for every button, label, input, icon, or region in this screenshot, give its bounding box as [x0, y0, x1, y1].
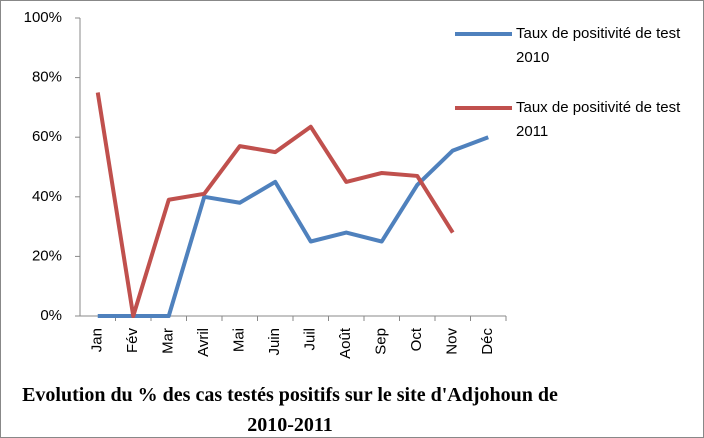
x-tick-label: Juil — [302, 328, 319, 351]
chart-title: Evolution du % des cas testés positifs s… — [22, 384, 558, 436]
x-tick-label: Mar — [160, 328, 177, 354]
x-tick-label: Nov — [444, 328, 461, 355]
x-tick-label: Avril — [195, 328, 212, 357]
y-tick-label: 100% — [24, 9, 62, 26]
legend-label: Taux de positivité de test 2010 — [516, 25, 681, 66]
series-line — [97, 135, 489, 318]
y-tick-label: 60% — [32, 128, 62, 145]
x-tick-label: Juin — [266, 328, 283, 356]
x-tick-label: Sep — [373, 328, 390, 355]
y-tick-label: 80% — [32, 69, 62, 86]
series-line — [95, 92, 455, 318]
x-tick-label: Déc — [479, 328, 496, 355]
x-tick-label: Fév — [124, 328, 141, 354]
legend-label: Taux de positivité de test 2011 — [516, 99, 681, 140]
x-tick-label: Oct — [408, 327, 425, 351]
x-tick-label: Jan — [89, 328, 106, 352]
x-tick-label: Mai — [231, 328, 248, 352]
y-tick-label: 0% — [40, 307, 62, 324]
y-tick-label: 20% — [32, 247, 62, 264]
x-tick-label: Août — [337, 327, 354, 359]
y-tick-label: 40% — [32, 188, 62, 205]
